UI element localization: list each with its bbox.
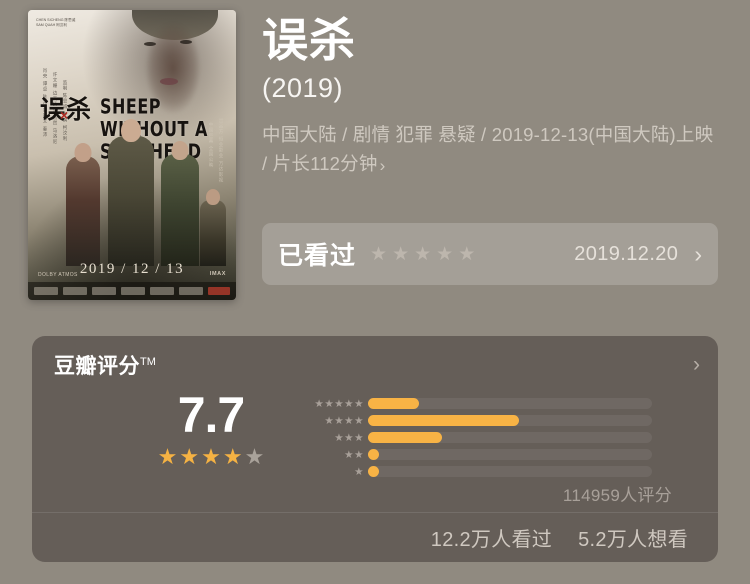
rating-distribution-row: ★★ <box>290 447 652 462</box>
page-title: 误杀 <box>262 14 356 66</box>
imax-logo-icon: IMAX <box>209 271 226 277</box>
poster-release-date: 2019 / 12 / 13 <box>79 261 185 277</box>
poster-figure-woman-left <box>66 143 100 266</box>
chevron-right-icon[interactable]: › <box>379 156 386 175</box>
rating-row-bar <box>368 466 380 477</box>
poster-vertical-text-2: 许文姗 边天扬 张熙然 马洛尼 <box>53 72 58 145</box>
rater-count-label: 114959人评分 <box>562 486 672 505</box>
studio-logo-icon <box>34 287 58 295</box>
rating-distribution-row: ★ <box>290 464 652 479</box>
poster-face-eye-right <box>180 40 192 44</box>
studio-logo-icon <box>92 287 116 295</box>
rating-score-stars: ★ ★ ★ ★ ★ <box>150 446 272 468</box>
rating-row-stars: ★★★★★ <box>314 397 364 410</box>
wishlist-count-stat: 5.2万人想看 <box>578 528 688 551</box>
studio-logo-icon <box>208 287 230 295</box>
movie-metadata-line[interactable]: 中国大陆 / 剧情 犯罪 悬疑 / 2019-12-13(中国大陆)上映 / 片… <box>262 120 714 179</box>
watched-rating-stars[interactable]: ★ ★ ★ ★ ★ <box>370 245 475 264</box>
poster-vertical-text-4: 出品方 恒业影业 万达影视 <box>219 118 224 184</box>
rating-row-track <box>368 415 652 426</box>
rating-card-footer: 12.2万人看过 5.2万人想看 <box>32 513 718 561</box>
poster-vertical-text-5: 中国巨幕 全国公映 <box>209 122 214 169</box>
rating-row-track <box>368 449 652 460</box>
watched-status-label: 已看过 <box>278 242 357 270</box>
watched-count-stat: 12.2万人看过 <box>430 528 553 551</box>
movie-metadata-text: 中国大陆 / 剧情 犯罪 悬疑 / 2019-12-13(中国大陆)上映 / 片… <box>262 124 714 174</box>
rating-distribution-row: ★★★★★ <box>290 396 652 411</box>
rating-score-block: 7.7 ★ ★ ★ ★ ★ <box>150 388 272 468</box>
poster-face-lips <box>160 78 178 85</box>
star-icon: ★ <box>222 444 243 469</box>
poster-figure-man-center <box>108 119 154 266</box>
card-divider <box>32 512 718 513</box>
rating-row-stars: ★ <box>354 465 364 478</box>
watched-status-button[interactable]: 已看过 ★ ★ ★ ★ ★ 2019.12.20 › <box>262 223 718 285</box>
rating-row-track <box>368 398 652 409</box>
poster-figure-child <box>200 189 226 266</box>
rating-card-header: 豆瓣评分TM › <box>54 350 700 380</box>
poster-face-silhouette <box>128 12 218 120</box>
poster-chinese-title-text: 误杀 <box>40 96 93 124</box>
rating-row-track <box>368 432 652 443</box>
poster-vertical-text-1: 肖央 谭卓 陈冲 姜皓文 秦沛 <box>43 68 48 138</box>
movie-poster[interactable]: CHEN SICHENG 陈思诚 SAM QUAH 柯汶利 肖央 谭卓 陈冲 姜… <box>28 10 236 300</box>
douban-rating-card[interactable]: 豆瓣评分TM › 7.7 ★ ★ ★ ★ ★ ★★★★★ ★★★★ ★★★ <box>32 336 718 562</box>
studio-logo-icon <box>63 287 87 295</box>
rating-row-bar <box>368 449 380 460</box>
dolby-atmos-logo-icon: DOLBY ATMOS <box>38 272 78 278</box>
rating-row-bar <box>368 415 519 426</box>
poster-credits-top: CHEN SICHENG 陈思诚 SAM QUAH 柯汶利 <box>36 18 76 27</box>
rating-row-stars: ★★★ <box>334 431 364 444</box>
studio-logo-icon <box>179 287 203 295</box>
rating-row-bar <box>368 398 420 409</box>
rating-card-title-text: 豆瓣评分 <box>54 355 140 378</box>
movie-year: (2019) <box>262 73 344 103</box>
movie-header-section: CHEN SICHENG 陈思诚 SAM QUAH 柯汶利 肖央 谭卓 陈冲 姜… <box>28 10 732 300</box>
rating-row-bar <box>368 432 442 443</box>
star-icon: ★ <box>201 444 221 469</box>
poster-figure-woman-right <box>161 141 199 266</box>
movie-info: 误杀 (2019) 中国大陆 / 剧情 犯罪 悬疑 / 2019-12-13(中… <box>262 14 732 179</box>
star-icon[interactable]: ★ <box>370 243 388 265</box>
star-icon: ★ <box>157 444 178 469</box>
chevron-right-icon[interactable]: › <box>693 353 700 376</box>
star-icon[interactable]: ★ <box>458 243 476 265</box>
rating-row-stars: ★★★★ <box>324 414 364 427</box>
watched-date: 2019.12.20 <box>574 242 679 265</box>
studio-logo-icon <box>150 287 174 295</box>
poster-red-mark: × <box>60 107 70 123</box>
rating-distribution-row: ★★★ <box>290 430 652 445</box>
poster-vertical-text-3: 监制 陈思诚 导演 柯汶利 <box>63 80 68 142</box>
rating-row-stars: ★★ <box>344 448 364 461</box>
trademark-mark: TM <box>140 356 156 368</box>
studio-logo-icon <box>121 287 145 295</box>
poster-studio-logos <box>28 282 236 300</box>
rating-row-track <box>368 466 652 477</box>
star-icon: ★ <box>244 444 265 469</box>
rating-distribution-chart: ★★★★★ ★★★★ ★★★ ★★ ★ <box>290 396 652 481</box>
rating-score-value: 7.7 <box>177 387 246 443</box>
chevron-right-icon[interactable]: › <box>694 240 702 267</box>
star-icon[interactable]: ★ <box>414 243 432 265</box>
star-icon[interactable]: ★ <box>436 243 454 265</box>
star-icon: ★ <box>179 444 200 469</box>
poster-face-eye-left <box>144 42 156 46</box>
rating-card-title: 豆瓣评分TM <box>54 350 156 380</box>
star-icon[interactable]: ★ <box>392 243 410 265</box>
rating-distribution-row: ★★★★ <box>290 413 652 428</box>
poster-chinese-title: 误杀 × <box>40 98 92 123</box>
